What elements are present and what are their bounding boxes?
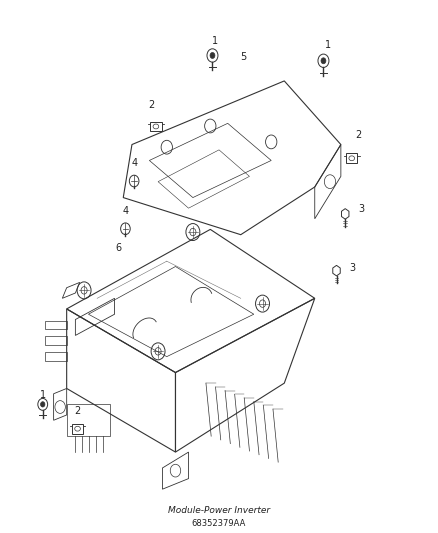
Circle shape bbox=[41, 402, 45, 407]
Text: 1: 1 bbox=[325, 40, 331, 50]
Bar bbox=[150, 122, 162, 131]
Text: 2: 2 bbox=[74, 406, 81, 416]
Text: 2: 2 bbox=[355, 130, 361, 140]
Bar bbox=[45, 336, 67, 345]
Text: 1: 1 bbox=[40, 390, 46, 400]
Bar bbox=[72, 424, 83, 433]
Bar bbox=[45, 320, 67, 329]
Text: 6: 6 bbox=[116, 243, 122, 253]
Circle shape bbox=[210, 53, 215, 59]
Text: 68352379AA: 68352379AA bbox=[192, 519, 246, 528]
Circle shape bbox=[321, 58, 326, 64]
Bar bbox=[45, 352, 67, 361]
Text: 4: 4 bbox=[122, 206, 128, 216]
Text: Module-Power Inverter: Module-Power Inverter bbox=[168, 506, 270, 515]
Text: 2: 2 bbox=[148, 100, 155, 110]
Bar bbox=[346, 154, 357, 163]
Text: 1: 1 bbox=[212, 36, 218, 46]
Text: 4: 4 bbox=[131, 158, 137, 168]
Text: 3: 3 bbox=[349, 263, 355, 272]
Text: 5: 5 bbox=[240, 52, 246, 62]
Text: 3: 3 bbox=[358, 204, 364, 214]
Bar bbox=[67, 405, 110, 436]
